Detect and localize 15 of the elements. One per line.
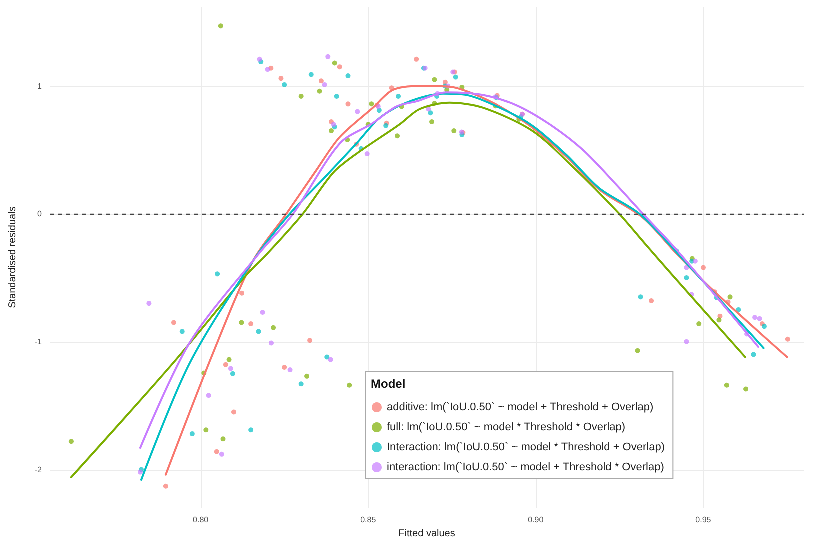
y-axis-title: Standardised residuals bbox=[8, 206, 18, 308]
y-tick-label: -2 bbox=[34, 465, 43, 474]
legend-label: full: lm(`IoU.0.50` ~ model * Threshold * Overlap) bbox=[387, 422, 626, 434]
legend-title: Model bbox=[371, 377, 406, 391]
x-tick-label: 0.80 bbox=[193, 516, 210, 525]
x-tick-label: 0.85 bbox=[360, 516, 377, 525]
y-tick-label: 1 bbox=[38, 82, 43, 91]
y-tick-label: 0 bbox=[38, 210, 43, 219]
y-tick-label: -1 bbox=[34, 337, 43, 346]
legend-label: interaction: lm(`IoU.0.50` ~ model + Threshold * Overlap) bbox=[387, 462, 664, 474]
legend-label: additive: lm(`IoU.0.50` ~ model + Threshold + Overlap) bbox=[387, 402, 654, 414]
x-axis-title: Fitted values bbox=[398, 528, 456, 540]
x-tick-label: 0.90 bbox=[528, 516, 544, 525]
x-tick-label: 0.95 bbox=[696, 516, 712, 525]
legend-label: Interaction: lm(`IoU.0.50` ~ model * Threshold + Overlap) bbox=[387, 442, 665, 454]
